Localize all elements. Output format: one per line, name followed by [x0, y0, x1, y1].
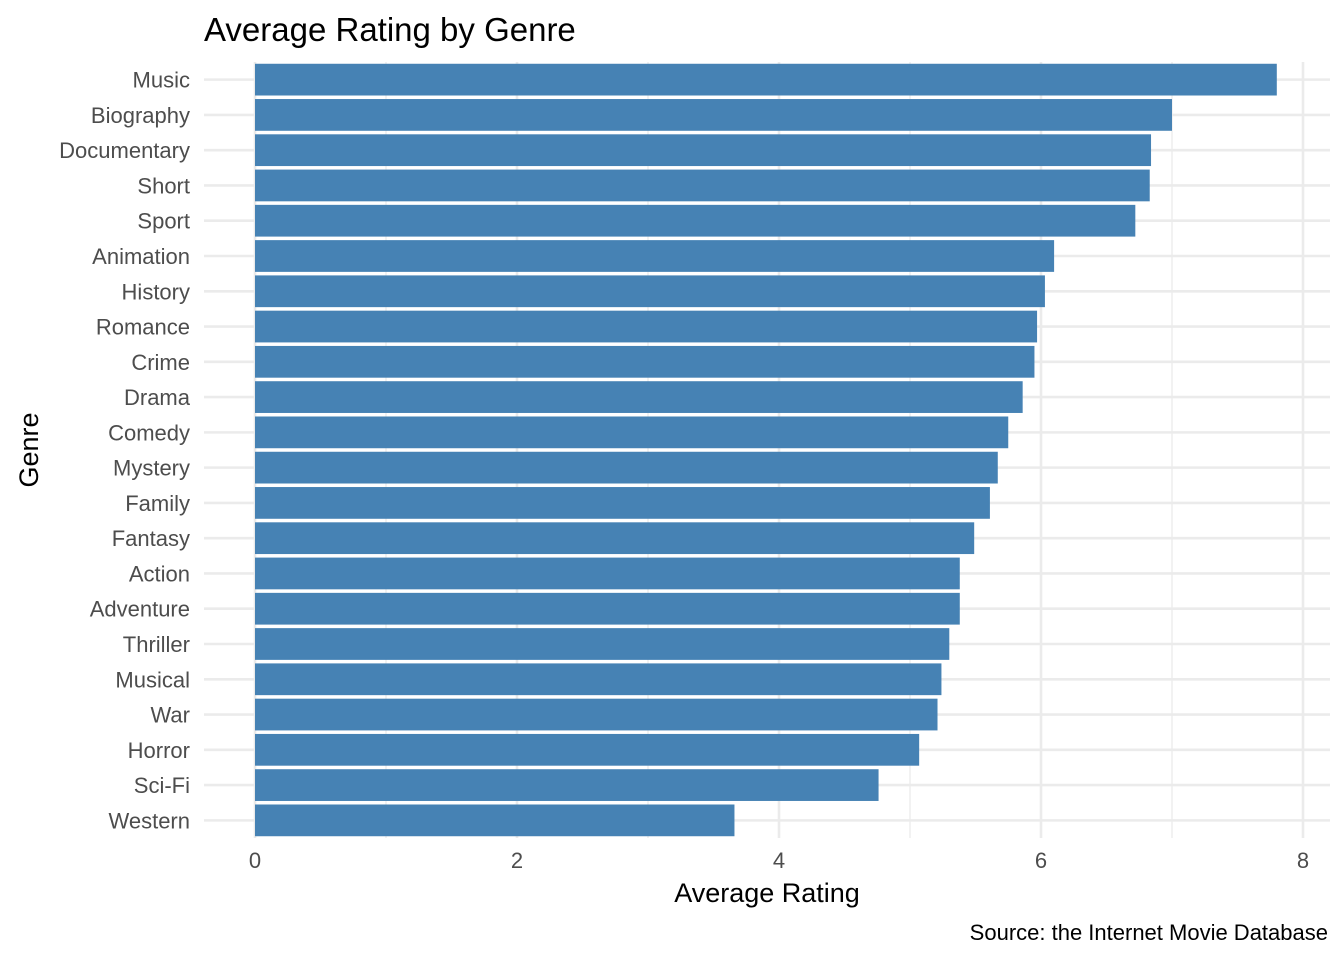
- bar: [255, 99, 1172, 131]
- category-label: Musical: [115, 667, 190, 692]
- bar: [255, 522, 975, 555]
- x-tick-labels: 0 2 4 6 8: [249, 848, 1309, 873]
- x-tick-label: 6: [1035, 848, 1047, 873]
- category-label: Sport: [137, 209, 190, 234]
- bar: [255, 416, 1009, 449]
- x-tick-label: 8: [1297, 848, 1309, 873]
- chart-caption: Source: the Internet Movie Database: [970, 920, 1328, 945]
- bar: [255, 63, 1277, 96]
- bar: [255, 240, 1055, 272]
- x-axis-title: Average Rating: [674, 878, 860, 908]
- category-label: Sci-Fi: [134, 773, 190, 798]
- bar: [255, 769, 879, 801]
- category-label: Crime: [131, 350, 190, 375]
- category-label: Mystery: [113, 456, 190, 481]
- bar: [255, 310, 1038, 343]
- category-label: Horror: [128, 738, 190, 763]
- bar: [255, 698, 938, 731]
- category-label: Adventure: [90, 597, 190, 622]
- category-label: Romance: [96, 315, 190, 340]
- category-label: Music: [133, 68, 190, 93]
- category-label: Short: [137, 173, 190, 198]
- bar: [255, 134, 1152, 167]
- category-labels: Music Biography Documentary Short Sport Anima…: [59, 68, 191, 834]
- bar: [255, 487, 990, 519]
- category-label: War: [150, 703, 190, 728]
- bar: [255, 345, 1035, 378]
- category-label: Drama: [124, 385, 191, 410]
- bar: [255, 275, 1045, 308]
- x-tick-label: 0: [249, 848, 261, 873]
- bars: [255, 63, 1277, 837]
- bar: [255, 628, 950, 660]
- category-label: Comedy: [108, 420, 190, 445]
- category-label: Western: [108, 808, 190, 833]
- bar: [255, 169, 1150, 202]
- category-label: Family: [125, 491, 190, 516]
- bar: [255, 557, 960, 590]
- bar: [255, 204, 1136, 237]
- chart-title: Average Rating by Genre: [204, 11, 576, 48]
- category-label: Biography: [91, 103, 190, 128]
- category-label: Animation: [92, 244, 190, 269]
- x-tick-label: 2: [511, 848, 523, 873]
- category-label: Thriller: [123, 632, 190, 657]
- bar: [255, 592, 960, 625]
- bar: [255, 804, 735, 837]
- category-label: Action: [129, 561, 190, 586]
- x-tick-label: 4: [773, 848, 785, 873]
- bar: [255, 663, 942, 696]
- category-label: Documentary: [59, 138, 190, 163]
- y-axis-title: Genre: [14, 412, 44, 487]
- bar: [255, 733, 920, 766]
- bar: [255, 381, 1023, 413]
- category-label: History: [122, 279, 190, 304]
- category-label: Fantasy: [112, 526, 190, 551]
- bar: [255, 451, 998, 484]
